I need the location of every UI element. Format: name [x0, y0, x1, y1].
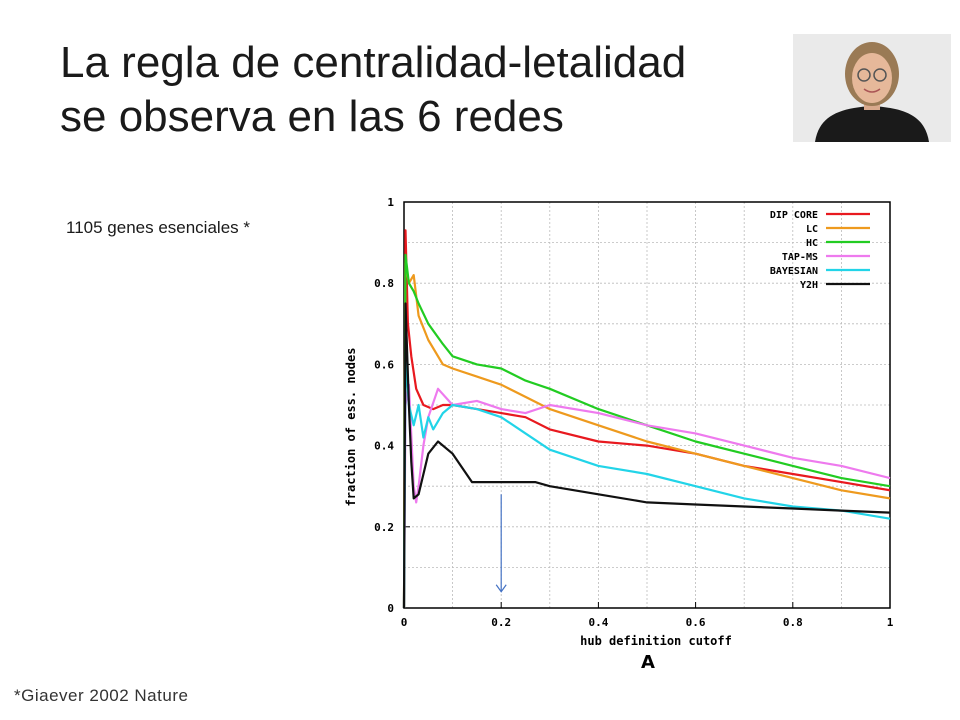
y-tick-label: 0.6: [374, 358, 394, 371]
y-tick-label: 0: [387, 602, 394, 615]
y-tick-label: 0.4: [374, 440, 394, 453]
chart-ticks: 0 0.2 0.4 0.6 0.8 1 0 0.2 0.4 0.6 0.8 1: [374, 196, 894, 629]
y-tick-label: 1: [387, 196, 394, 209]
slide-title-line1: La regla de centralidad-letalidad: [60, 38, 687, 87]
citation: *Giaever 2002 Nature: [14, 686, 189, 705]
legend-label: TAP-MS: [782, 252, 818, 263]
x-tick-label: 1: [887, 616, 894, 629]
chart-grid: [404, 202, 890, 608]
legend-label: Y2H: [800, 280, 818, 291]
x-tick-label: 0.4: [588, 616, 608, 629]
chart-legend: DIP CORE LC HC TAP-MS BAYESIAN Y2H: [770, 210, 870, 291]
legend-label: LC: [806, 224, 818, 235]
series-line-y2h: [402, 302, 891, 609]
y-tick-label: 0.2: [374, 521, 394, 534]
series-line-bayesian: [402, 355, 891, 609]
arrow-head: [495, 584, 507, 593]
chart-series: [402, 229, 891, 609]
legend-label: HC: [806, 238, 818, 249]
photo-glasses-right: [873, 68, 887, 82]
x-tick-label: 0.6: [686, 616, 706, 629]
annotation-arrow: [495, 494, 507, 593]
photo-face: [852, 53, 892, 103]
panel-label: A: [641, 652, 655, 673]
y-tick-label: 0.8: [374, 277, 394, 290]
slide-title: La regla de centralidad-letalidad se obs…: [60, 36, 780, 144]
essential-genes-note: 1105 genes esenciales *: [66, 218, 250, 237]
portrait-photo: [793, 34, 951, 142]
x-tick-label: 0.2: [491, 616, 511, 629]
x-axis-label: hub definition cutoff: [580, 634, 732, 648]
slide-title-line2: se observa en las 6 redes: [60, 92, 564, 141]
series-line-tap-ms: [402, 383, 891, 609]
series-line-lc: [402, 261, 891, 609]
photo-smile: [863, 88, 881, 93]
photo-body: [815, 106, 929, 142]
legend-label: BAYESIAN: [770, 266, 818, 277]
series-line-hc: [402, 253, 891, 609]
y-axis-label: fraction of ess. nodes: [344, 348, 358, 507]
photo-glasses-left: [857, 68, 871, 82]
essential-fraction-chart: 0 0.2 0.4 0.6 0.8 1 0 0.2 0.4 0.6 0.8 1 DIP CORE LC H…: [344, 196, 894, 673]
legend-label: DIP CORE: [770, 210, 818, 221]
x-tick-label: 0.8: [783, 616, 803, 629]
x-tick-label: 0: [401, 616, 408, 629]
